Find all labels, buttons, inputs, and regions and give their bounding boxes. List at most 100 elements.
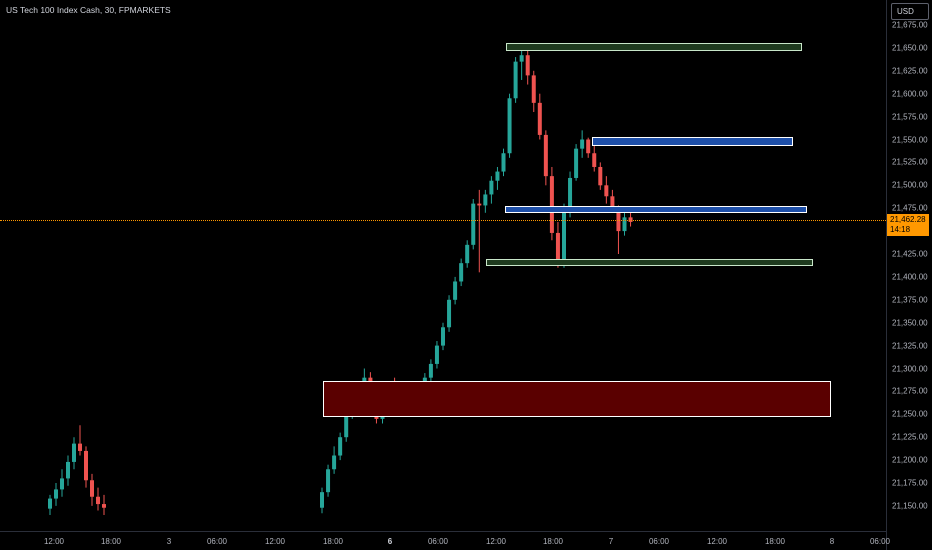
candle-body [84,450,88,481]
candle-body [598,166,603,186]
price-tick-label: 21,175.00 [892,478,928,488]
currency-selector[interactable]: USD [891,3,929,20]
time-tick-label: 18:00 [100,537,122,546]
time-tick-label: 7 [608,537,614,546]
candle [428,359,433,383]
candle [453,276,458,305]
candle-body [562,212,566,261]
candle [549,166,554,241]
candle [483,189,488,213]
candle-body [434,345,439,364]
candle-body [344,414,349,438]
candle-body [471,203,476,245]
candle-body [610,196,615,209]
candle [459,258,464,287]
candle [604,176,609,204]
candle [434,341,439,369]
price-tick-label: 21,200.00 [892,455,928,465]
price-tick-label: 21,325.00 [892,341,928,351]
candle-body [338,437,343,456]
pivot-zone[interactable] [505,206,807,213]
time-tick-label: 18:00 [764,537,786,546]
candle-body [96,496,100,505]
price-tick-label: 21,225.00 [892,432,928,442]
candle [72,437,76,470]
candle-body [531,75,536,103]
candle-body [459,263,464,282]
resistance-zone[interactable] [506,43,802,51]
candle-body [453,281,458,300]
candle-body [447,299,452,328]
price-axis-divider [886,0,887,550]
price-tick-label: 21,625.00 [892,66,928,76]
candle-body [549,176,554,233]
candle-body [604,185,609,197]
price-tick-label: 21,275.00 [892,386,928,396]
price-tick-label: 21,350.00 [892,318,928,328]
time-tick-label: 06:00 [648,537,670,546]
time-axis-divider [0,531,887,532]
candle [441,322,445,351]
candle-body [628,217,633,222]
current-price-label: 21,462.28 14:18 [887,213,929,236]
candle-body [102,504,106,508]
candle-body [525,55,530,76]
price-tick-label: 21,375.00 [892,295,928,305]
candle-body [543,134,548,177]
candle-body [622,217,627,232]
candle-body [48,498,52,509]
candle-body [72,443,76,462]
chart-title: US Tech 100 Index Cash, 30, FPMARKETS [6,5,171,15]
candle [622,212,627,236]
candle [537,93,542,140]
time-tick-label: 18:00 [542,537,564,546]
candle [96,487,100,511]
price-tick-label: 21,575.00 [892,112,928,122]
price-tick-label: 21,600.00 [892,89,928,99]
candle [78,425,82,456]
time-tick-label: 3 [166,537,172,546]
candle [574,144,579,181]
candle-body [568,177,573,213]
time-tick-label: 18:00 [322,537,344,546]
time-tick-label: 8 [829,537,835,546]
time-tick-label: 06:00 [206,537,228,546]
candle [531,70,536,113]
candle-body [332,455,337,470]
candle-body [477,203,482,206]
candle [447,295,452,332]
price-tick-label: 21,150.00 [892,501,928,511]
supply-zone[interactable] [592,136,793,146]
candle-body [513,61,518,99]
candle [580,130,585,158]
price-tick-label: 21,500.00 [892,180,928,190]
candle-body [586,139,591,154]
price-tick-label: 21,675.00 [892,20,928,30]
candle-body [320,492,324,508]
candle [54,483,58,506]
time-tick-label: 12:00 [706,537,728,546]
candle-body [90,480,94,497]
candle-body [489,180,494,195]
candle [48,494,52,516]
price-tick-label: 21,475.00 [892,203,928,213]
candle [592,144,597,172]
candle [465,240,470,268]
candle-body [501,153,506,172]
candle [501,148,506,177]
candle [332,446,337,474]
candle-body [483,194,488,206]
demand-zone[interactable] [323,381,831,418]
candle [489,176,494,204]
price-tick-label: 21,550.00 [892,135,928,144]
candle-body [441,327,445,346]
candle-body [54,489,58,499]
price-tick-label: 21,250.00 [892,409,928,419]
candle [586,137,591,158]
candle [598,162,603,190]
time-tick-label: 6 [387,537,393,546]
candle [562,203,566,268]
candle [320,487,324,514]
candle [338,432,343,461]
support-zone[interactable] [486,258,813,266]
